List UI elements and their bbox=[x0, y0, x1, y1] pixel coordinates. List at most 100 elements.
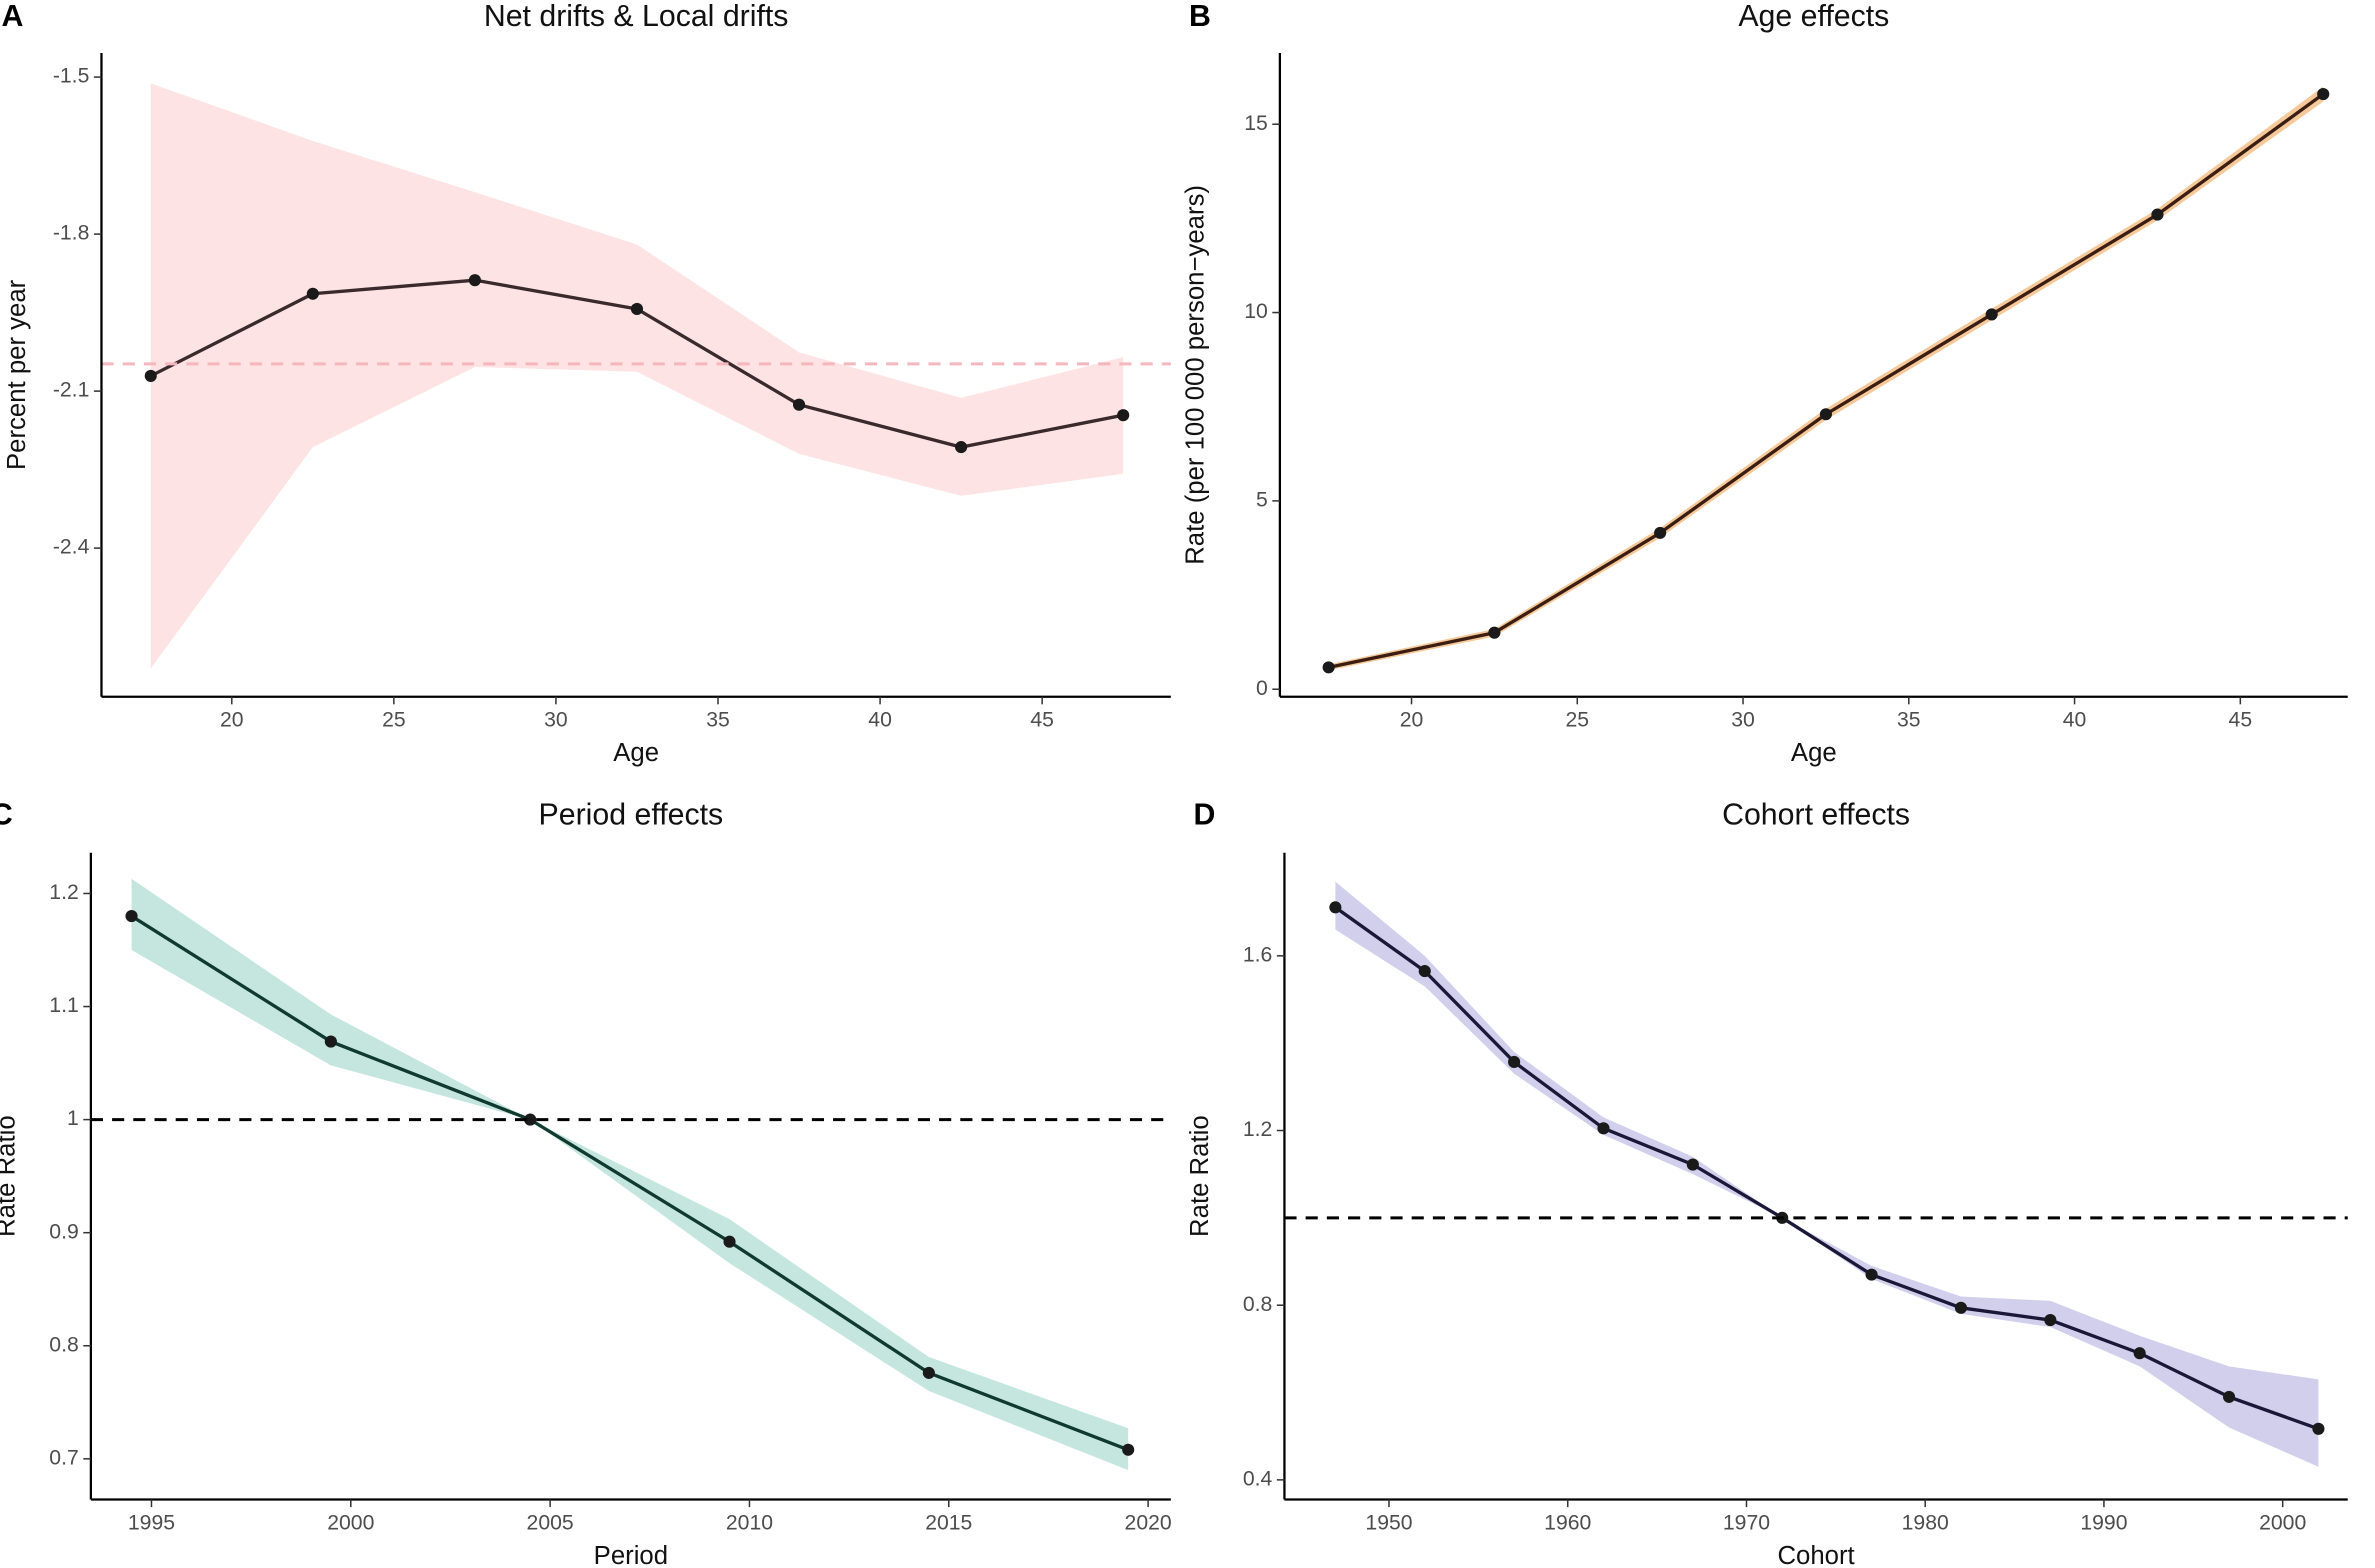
point bbox=[1508, 1055, 1521, 1069]
x-axis-label: Cohort bbox=[1777, 1542, 1854, 1568]
point bbox=[468, 274, 481, 287]
point bbox=[1686, 1158, 1699, 1171]
y-tick-label: -1.5 bbox=[53, 65, 90, 88]
chart-title: Cohort effects bbox=[1722, 798, 1910, 831]
point bbox=[2222, 1390, 2236, 1403]
x-tick-label: 40 bbox=[868, 709, 892, 732]
x-tick-label: 1970 bbox=[1723, 1511, 1770, 1534]
y-axis-label: Rate (per 100 000 person−years) bbox=[1181, 185, 1209, 565]
x-tick-label: 45 bbox=[1030, 709, 1054, 732]
x-tick-label: 25 bbox=[1565, 709, 1589, 732]
point bbox=[2151, 208, 2164, 221]
panel: D Cohort effects Cohort Rate Ratio 0.4 0.8 1.2… bbox=[1186, 798, 2348, 1568]
point bbox=[955, 441, 968, 454]
confidence-band bbox=[1328, 86, 2324, 671]
confidence-band bbox=[1335, 881, 2319, 1467]
point bbox=[792, 398, 806, 411]
point bbox=[2317, 88, 2330, 101]
point bbox=[1322, 661, 1335, 674]
point bbox=[1597, 1122, 1610, 1135]
x-tick-label: 30 bbox=[1731, 709, 1755, 732]
point bbox=[1418, 965, 1431, 978]
point bbox=[723, 1235, 736, 1248]
point bbox=[2133, 1347, 2146, 1360]
y-tick-label: 0.9 bbox=[49, 1220, 78, 1243]
panel-label: C bbox=[0, 798, 13, 831]
y-tick-label: -1.8 bbox=[53, 222, 90, 245]
point bbox=[630, 302, 644, 316]
x-tick-label: 1990 bbox=[2080, 1511, 2127, 1534]
point bbox=[1954, 1301, 1968, 1314]
panel: C Period effects Period Rate Ratio 0.7 0.8 0.9… bbox=[0, 798, 1172, 1568]
x-axis-label: Period bbox=[594, 1542, 668, 1568]
x-tick-label: 1950 bbox=[1365, 1511, 1412, 1534]
panel-label: D bbox=[1194, 798, 1216, 831]
x-tick-label: 2000 bbox=[2259, 1511, 2306, 1534]
y-tick-label: -2.1 bbox=[53, 379, 90, 402]
point bbox=[2044, 1313, 2057, 1327]
point bbox=[306, 287, 319, 300]
x-tick-label: 2000 bbox=[327, 1511, 374, 1534]
x-tick-label: 2020 bbox=[1125, 1511, 1172, 1534]
x-axis-label: Age bbox=[1791, 739, 1837, 767]
point bbox=[144, 369, 157, 382]
confidence-band bbox=[131, 878, 1129, 1471]
y-tick-label: 15 bbox=[1244, 112, 1268, 135]
point bbox=[125, 910, 138, 923]
y-tick-label: 0.7 bbox=[49, 1446, 78, 1469]
y-tick-label: 1.1 bbox=[49, 994, 78, 1017]
x-tick-label: 1960 bbox=[1544, 1511, 1591, 1534]
x-tick-label: 2010 bbox=[726, 1511, 773, 1534]
point bbox=[1329, 901, 1342, 914]
x-tick-label: 2015 bbox=[925, 1511, 972, 1534]
panel-label: A bbox=[2, 0, 24, 33]
point bbox=[1865, 1268, 1878, 1281]
y-axis-label: Rate Ratio bbox=[0, 1115, 20, 1237]
y-tick-label: 0.4 bbox=[1243, 1467, 1273, 1490]
y-axis-label: Rate Ratio bbox=[1186, 1115, 1214, 1237]
point bbox=[1654, 526, 1667, 539]
x-tick-label: 35 bbox=[706, 709, 730, 732]
point bbox=[1819, 408, 1832, 421]
point bbox=[324, 1035, 337, 1048]
chart-title: Age effects bbox=[1738, 0, 1889, 33]
point bbox=[524, 1113, 537, 1126]
y-tick-label: 1.2 bbox=[49, 881, 78, 904]
y-axis-label: Percent per year bbox=[3, 279, 31, 470]
line bbox=[130, 914, 1129, 1452]
confidence-band bbox=[150, 83, 1124, 669]
panel-label: B bbox=[1189, 0, 1211, 33]
x-tick-label: 1995 bbox=[128, 1511, 175, 1534]
y-tick-label: 1.6 bbox=[1243, 943, 1272, 966]
x-tick-label: 1980 bbox=[1902, 1511, 1949, 1534]
x-tick-label: 35 bbox=[1897, 709, 1921, 732]
x-tick-label: 30 bbox=[544, 709, 568, 732]
line bbox=[1328, 92, 2325, 670]
point bbox=[1488, 626, 1501, 639]
y-tick-label: 1 bbox=[67, 1107, 79, 1130]
y-tick-label: -2.4 bbox=[53, 536, 90, 559]
panel: B Age effects Age Rate (per 100 000 person−… bbox=[1181, 0, 2348, 767]
panel: A Net drifts & Local drifts Age Percent per… bbox=[2, 0, 1171, 767]
y-tick-label: 10 bbox=[1244, 300, 1268, 323]
y-tick-label: 0.8 bbox=[49, 1333, 78, 1356]
point bbox=[1117, 409, 1130, 422]
y-tick-label: 0.8 bbox=[1243, 1293, 1272, 1316]
y-tick-label: 0 bbox=[1256, 677, 1268, 700]
y-tick-label: 1.2 bbox=[1243, 1118, 1272, 1141]
x-tick-label: 45 bbox=[2229, 709, 2253, 732]
x-tick-label: 20 bbox=[1400, 709, 1424, 732]
point bbox=[2312, 1422, 2325, 1435]
y-tick-label: 5 bbox=[1256, 488, 1268, 511]
x-tick-label: 25 bbox=[382, 709, 406, 732]
x-tick-label: 40 bbox=[2063, 709, 2087, 732]
x-tick-label: 20 bbox=[220, 709, 244, 732]
point bbox=[1122, 1443, 1135, 1456]
point bbox=[922, 1366, 935, 1379]
x-axis-label: Age bbox=[613, 739, 659, 767]
line bbox=[1334, 905, 2319, 1431]
point bbox=[1985, 308, 1998, 321]
chart-title: Net drifts & Local drifts bbox=[484, 0, 789, 33]
chart-title: Period effects bbox=[539, 798, 724, 831]
